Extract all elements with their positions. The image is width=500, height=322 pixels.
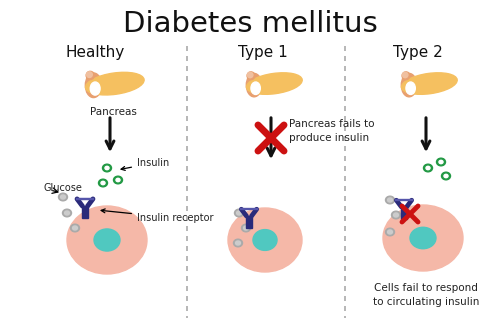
Text: Type 2: Type 2: [393, 44, 443, 60]
Ellipse shape: [86, 71, 94, 80]
Text: Insulin receptor: Insulin receptor: [101, 209, 214, 223]
Ellipse shape: [64, 211, 70, 215]
Ellipse shape: [116, 178, 120, 182]
Ellipse shape: [247, 72, 255, 80]
Ellipse shape: [406, 82, 415, 94]
Ellipse shape: [392, 211, 400, 219]
Ellipse shape: [388, 198, 392, 202]
Ellipse shape: [442, 172, 450, 180]
Ellipse shape: [444, 174, 448, 178]
Ellipse shape: [244, 226, 248, 230]
Ellipse shape: [86, 72, 144, 95]
Ellipse shape: [70, 224, 80, 232]
Ellipse shape: [388, 230, 392, 234]
Ellipse shape: [98, 179, 108, 187]
Text: Healthy: Healthy: [66, 44, 124, 60]
Ellipse shape: [72, 226, 78, 230]
Ellipse shape: [439, 160, 443, 164]
Ellipse shape: [402, 72, 408, 78]
Ellipse shape: [246, 73, 302, 94]
Ellipse shape: [253, 230, 277, 251]
Ellipse shape: [234, 209, 244, 217]
Text: Pancreas fails to
produce insulin: Pancreas fails to produce insulin: [289, 119, 374, 143]
Ellipse shape: [402, 73, 417, 97]
Ellipse shape: [436, 158, 446, 166]
Text: Type 1: Type 1: [238, 44, 288, 60]
Ellipse shape: [86, 72, 92, 78]
Ellipse shape: [58, 193, 68, 201]
Ellipse shape: [62, 209, 72, 217]
Ellipse shape: [236, 211, 242, 215]
Ellipse shape: [60, 195, 66, 199]
Ellipse shape: [402, 73, 457, 94]
Ellipse shape: [386, 228, 394, 236]
Ellipse shape: [383, 205, 463, 271]
Ellipse shape: [410, 227, 436, 249]
Ellipse shape: [251, 82, 260, 94]
Ellipse shape: [236, 241, 240, 245]
Ellipse shape: [248, 72, 253, 78]
Ellipse shape: [101, 181, 105, 185]
Ellipse shape: [246, 73, 262, 97]
Ellipse shape: [234, 239, 242, 247]
Text: Pancreas: Pancreas: [90, 107, 136, 117]
Ellipse shape: [402, 72, 410, 80]
Bar: [246, 216, 252, 228]
Ellipse shape: [67, 206, 147, 274]
Ellipse shape: [228, 208, 302, 272]
Text: Insulin: Insulin: [121, 158, 169, 170]
Text: Glucose: Glucose: [43, 183, 82, 193]
Ellipse shape: [86, 73, 102, 98]
Bar: [82, 206, 87, 218]
Ellipse shape: [105, 166, 109, 170]
Ellipse shape: [426, 166, 430, 170]
Ellipse shape: [394, 213, 398, 217]
Ellipse shape: [386, 196, 394, 204]
Ellipse shape: [90, 82, 100, 95]
Ellipse shape: [94, 229, 120, 251]
Bar: [402, 207, 406, 219]
Ellipse shape: [424, 164, 432, 172]
Ellipse shape: [102, 164, 112, 172]
Text: Diabetes mellitus: Diabetes mellitus: [122, 10, 378, 38]
Ellipse shape: [114, 176, 122, 184]
Ellipse shape: [242, 224, 250, 232]
Text: Cells fail to respond
to circulating insulin: Cells fail to respond to circulating ins…: [373, 283, 479, 307]
